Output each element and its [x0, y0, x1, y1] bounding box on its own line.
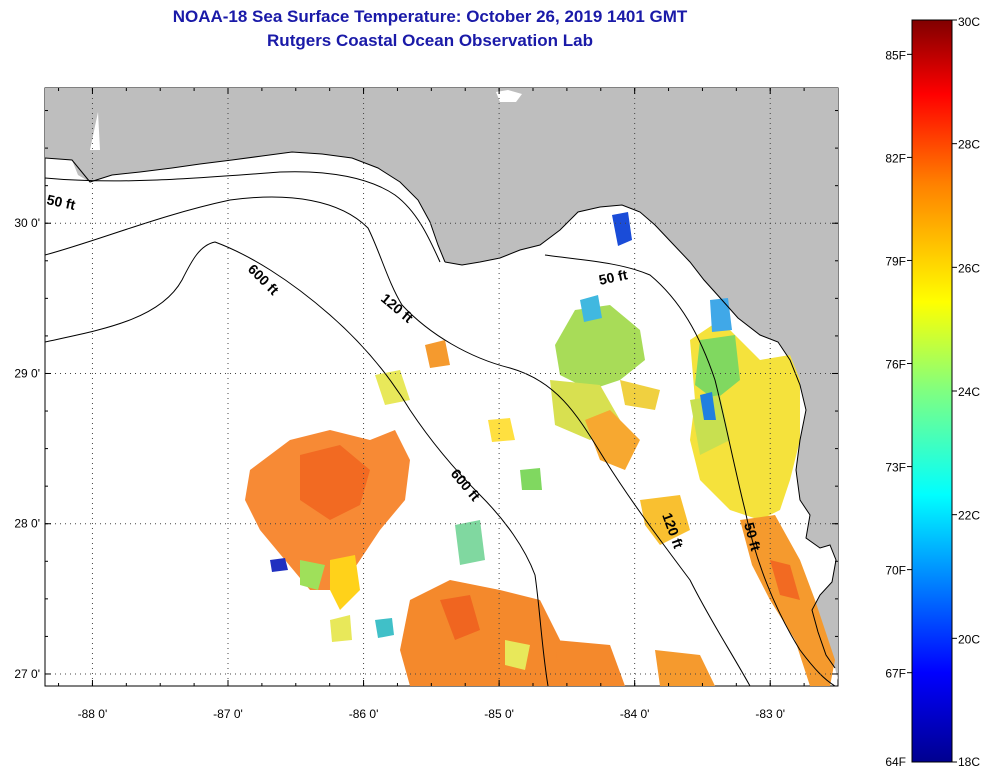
contour-label: 50 ft	[45, 191, 77, 213]
colorbar-celsius-label: 22C	[958, 509, 980, 523]
colorbar-celsius-labels: 30C 28C 26C 24C 22C 20C 18C	[952, 15, 980, 769]
colorbar-celsius-label: 20C	[958, 632, 980, 646]
contour-50ft-east	[544, 254, 836, 686]
lon-tick-label: -86 0'	[349, 707, 379, 721]
colorbar-celsius-label: 26C	[958, 261, 980, 275]
coastline-east	[444, 204, 837, 669]
colorbar-fahrenheit-labels: 85F 82F 79F 76F 73F 70F 67F 64F	[885, 48, 912, 769]
contour-120ft	[45, 196, 751, 686]
colorbar-fahrenheit-label: 76F	[885, 358, 906, 372]
colorbar-fahrenheit-label: 79F	[885, 254, 906, 268]
colorbar-fahrenheit-label: 67F	[885, 667, 906, 681]
grid-lines	[45, 88, 838, 686]
colorbar-fahrenheit-label: 82F	[885, 151, 906, 165]
colorbar-fahrenheit-label: 85F	[885, 48, 906, 62]
lon-tick-label: -88 0'	[78, 707, 108, 721]
colorbar-celsius-label: 24C	[958, 385, 980, 399]
coastline-west	[45, 151, 446, 263]
lon-tick-label: -84 0'	[620, 707, 650, 721]
colorbar	[911, 19, 953, 763]
contour-600ft	[45, 241, 549, 686]
contour-label: 50 ft	[741, 521, 764, 553]
colorbar-fahrenheit-label: 64F	[885, 755, 906, 769]
contour-50ft-west	[45, 171, 441, 263]
lon-tick-label: -83 0'	[755, 707, 785, 721]
lat-tick-label: 30 0'	[14, 216, 40, 230]
colorbar-fahrenheit-label: 70F	[885, 564, 906, 578]
lon-tick-label: -85 0'	[484, 707, 514, 721]
colorbar-celsius-label: 18C	[958, 755, 980, 769]
colorbar-fahrenheit-label: 73F	[885, 461, 906, 475]
sst-data-patches	[245, 212, 835, 686]
lat-tick-label: 29 0'	[14, 366, 40, 380]
colorbar-celsius-label: 30C	[958, 15, 980, 29]
lon-tick-label: -87 0'	[213, 707, 243, 721]
contour-label: 50 ft	[597, 266, 629, 288]
map-title: NOAA-18 Sea Surface Temperature: October…	[172, 7, 688, 26]
latitude-axis: 30 0' 29 0' 28 0' 27 0'	[14, 110, 838, 681]
lake-shape	[496, 90, 522, 102]
lat-tick-label: 28 0'	[14, 517, 40, 531]
longitude-axis: -88 0' -87 0' -86 0' -85 0' -84 0' -83 0'	[58, 88, 805, 721]
colorbar-celsius-label: 28C	[958, 138, 980, 152]
map-subtitle: Rutgers Coastal Ocean Observation Lab	[267, 31, 593, 50]
lat-tick-label: 27 0'	[14, 667, 40, 681]
land-mass	[45, 88, 838, 680]
bay-shape	[90, 112, 100, 150]
